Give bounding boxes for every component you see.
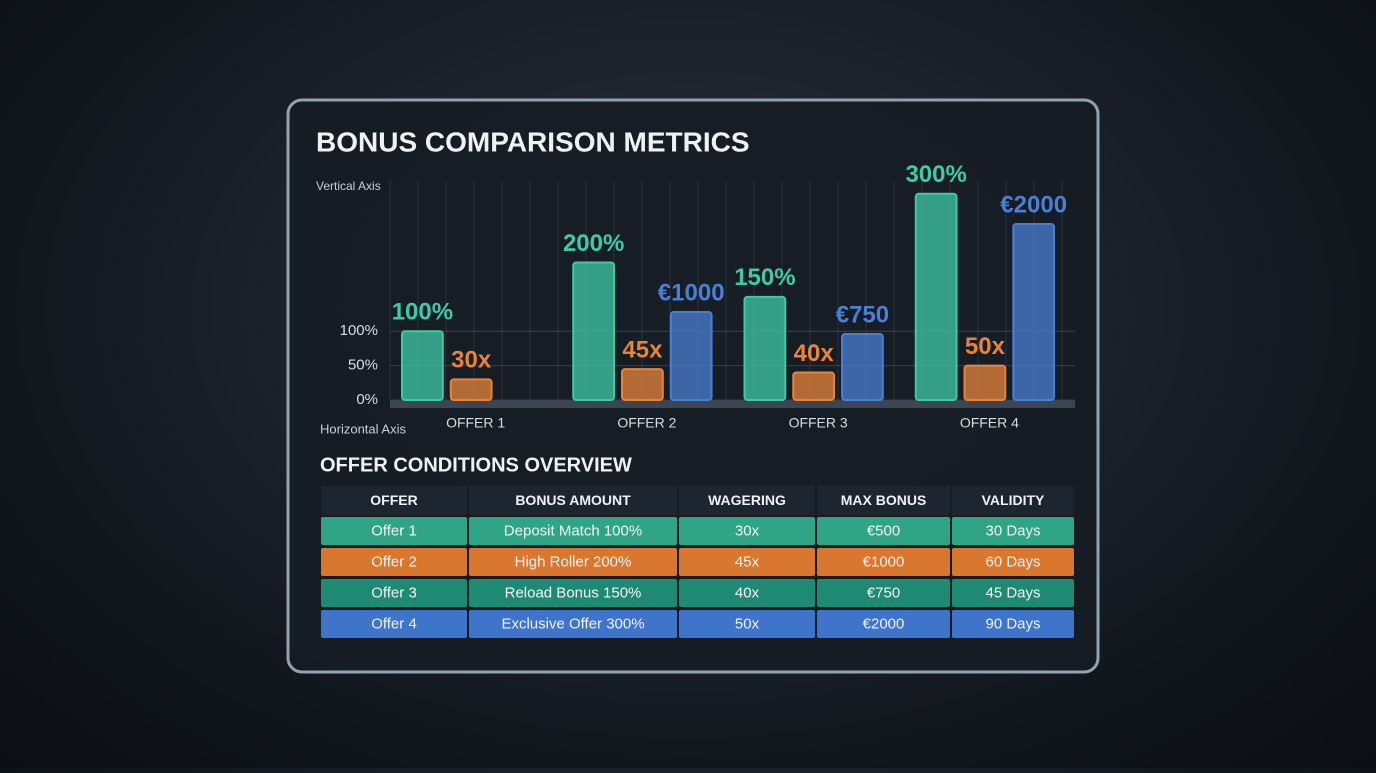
value-label: 150% <box>734 264 795 291</box>
value-label: 300% <box>905 161 966 188</box>
cell-text: Offer 4 <box>371 615 417 632</box>
chart-title: BONUS COMPARISON METRICS <box>316 126 750 157</box>
y-axis-label: Vertical Axis <box>316 179 381 193</box>
column-header: WAGERING <box>708 492 786 508</box>
table-cell <box>679 579 815 607</box>
x-tick-label: OFFER 4 <box>960 415 1019 431</box>
cell-text: €750 <box>867 584 900 601</box>
cell-text: 60 Days <box>985 553 1040 570</box>
cell-text: 30 Days <box>985 522 1040 539</box>
table-cell <box>469 579 677 607</box>
bar <box>572 261 616 401</box>
bar <box>1012 223 1056 401</box>
value-label: 40x <box>794 340 835 367</box>
bar <box>841 333 884 401</box>
table-cell <box>817 610 950 638</box>
table-cell <box>952 517 1074 545</box>
bar <box>669 311 713 401</box>
cell-text: Exclusive Offer 300% <box>501 615 644 632</box>
header-cell <box>469 486 677 515</box>
cell-text: Deposit Match 100% <box>504 522 642 539</box>
cell-text: 90 Days <box>985 615 1040 632</box>
y-tick-label: 100% <box>340 322 378 339</box>
y-tick-label: 0% <box>356 391 378 408</box>
table-cell <box>679 610 815 638</box>
table-cell <box>817 579 950 607</box>
value-label: 50x <box>965 333 1006 360</box>
column-header: VALIDITY <box>982 492 1045 508</box>
header-cell <box>817 486 950 515</box>
bar <box>963 364 1007 401</box>
table-cell <box>321 579 467 607</box>
bar <box>449 378 493 401</box>
x-tick-label: OFFER 3 <box>789 415 848 431</box>
table-cell <box>469 548 677 576</box>
x-tick-label: OFFER 1 <box>446 415 505 431</box>
value-label: 45x <box>622 336 663 363</box>
table-cell <box>679 517 815 545</box>
cell-text: Offer 1 <box>371 522 417 539</box>
cell-text: 45 Days <box>985 584 1040 601</box>
x-axis-label: Horizontal Axis <box>320 421 406 436</box>
cell-text: 40x <box>735 584 760 601</box>
table-cell <box>469 610 677 638</box>
x-tick-label: OFFER 2 <box>617 415 676 431</box>
cell-text: High Roller 200% <box>515 553 632 570</box>
table-cell <box>952 610 1074 638</box>
column-header: OFFER <box>370 492 417 508</box>
value-label: 100% <box>392 299 453 326</box>
table-cell <box>952 579 1074 607</box>
header-cell <box>679 486 815 515</box>
table-cell <box>321 548 467 576</box>
column-header: MAX BONUS <box>841 492 927 508</box>
cell-text: Offer 3 <box>371 584 417 601</box>
table-cell <box>817 548 950 576</box>
value-label: €750 <box>836 301 889 328</box>
table-cell <box>679 548 815 576</box>
cell-text: €500 <box>867 522 900 539</box>
bar <box>621 368 664 401</box>
value-label: €1000 <box>658 279 725 306</box>
table-title: OFFER CONDITIONS OVERVIEW <box>320 454 632 476</box>
cell-text: Offer 2 <box>371 553 417 570</box>
cell-text: Reload Bonus 150% <box>505 584 642 601</box>
bar <box>914 192 958 401</box>
y-tick-label: 50% <box>348 357 378 374</box>
table-cell <box>321 610 467 638</box>
header-cell <box>952 486 1074 515</box>
table-cell <box>469 517 677 545</box>
table-cell <box>817 517 950 545</box>
column-header: BONUS AMOUNT <box>515 492 631 508</box>
bar <box>792 371 836 401</box>
cell-text: €1000 <box>863 553 905 570</box>
cell-text: €2000 <box>863 615 905 632</box>
cell-text: 45x <box>735 553 760 570</box>
table-cell <box>952 548 1074 576</box>
value-label: 30x <box>451 347 492 374</box>
cell-text: 30x <box>735 522 760 539</box>
bar <box>743 295 787 401</box>
cell-text: 50x <box>735 615 760 632</box>
value-label: 200% <box>563 230 624 257</box>
value-label: €2000 <box>1000 191 1067 218</box>
floor <box>390 400 1075 408</box>
bar <box>401 330 444 401</box>
table-cell <box>321 517 467 545</box>
header-cell <box>321 486 467 515</box>
